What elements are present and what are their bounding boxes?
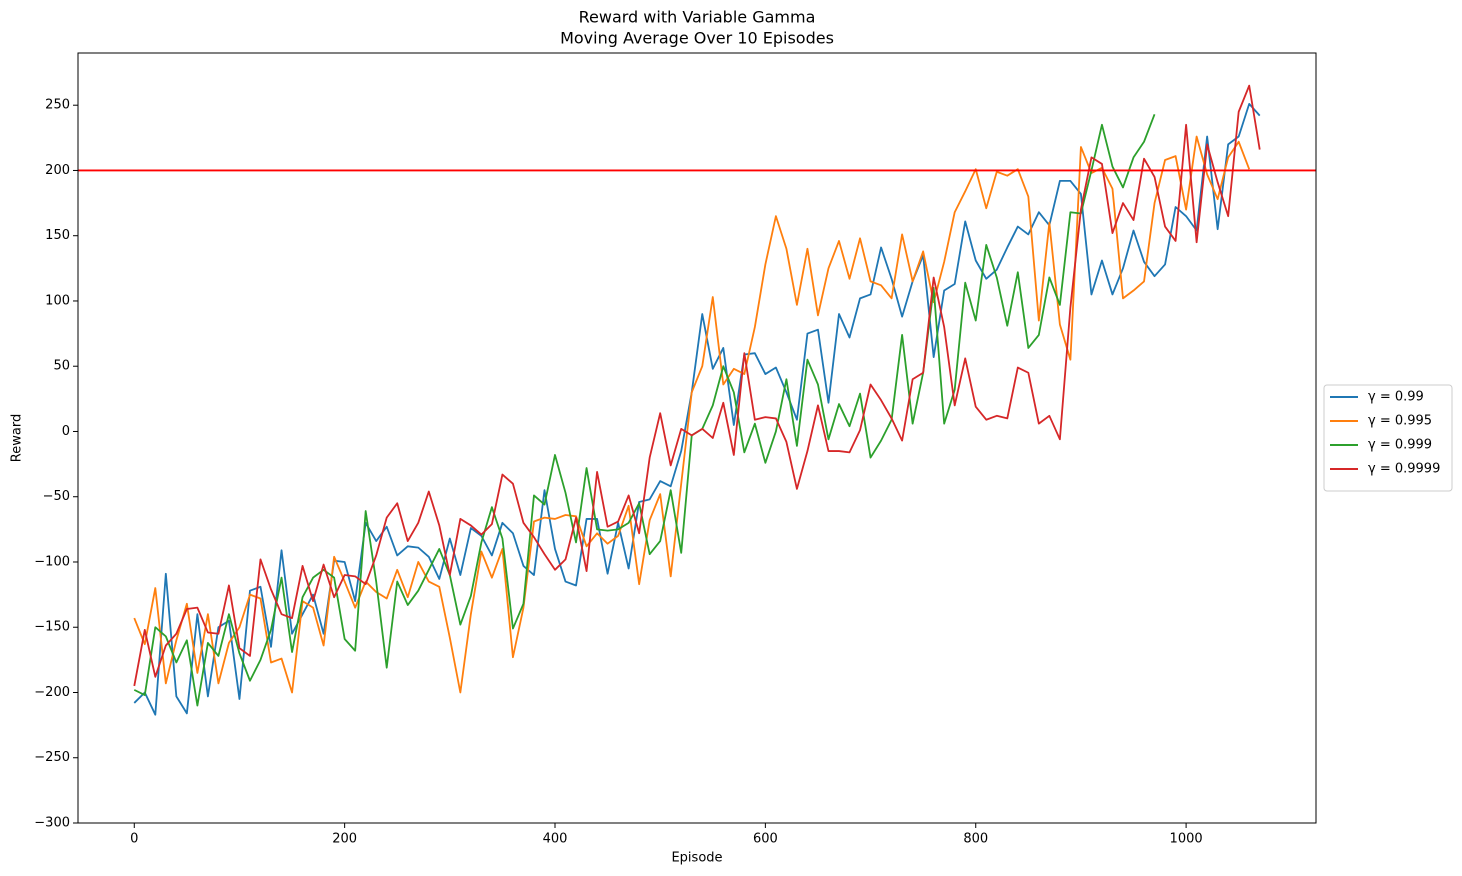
x-tick-label: 600 xyxy=(753,832,778,847)
y-tick-label: 100 xyxy=(45,293,70,308)
x-tick-label: 800 xyxy=(963,832,988,847)
x-axis-label: Episode xyxy=(671,851,722,866)
x-tick-label: 400 xyxy=(543,832,568,847)
y-tick-label: 150 xyxy=(45,228,70,243)
y-axis-label: Reward xyxy=(10,414,25,462)
y-tick-label: 50 xyxy=(53,359,70,374)
x-tick-label: 0 xyxy=(130,832,138,847)
y-tick-label: −50 xyxy=(43,489,70,504)
y-tick-label: −300 xyxy=(34,816,70,831)
y-tick-label: −200 xyxy=(34,685,70,700)
plot-frame xyxy=(77,52,1317,824)
series-line xyxy=(133,84,1261,687)
y-tick-label: −100 xyxy=(34,554,70,569)
x-tick-label: 200 xyxy=(332,832,357,847)
legend-label: γ = 0.995 xyxy=(1368,414,1432,429)
y-tick-label: 0 xyxy=(62,424,70,439)
chart-title: Reward with Variable Gamma xyxy=(579,8,816,27)
legend-label: γ = 0.9999 xyxy=(1368,462,1440,477)
chart-subtitle: Moving Average Over 10 Episodes xyxy=(560,29,834,48)
legend-label: γ = 0.999 xyxy=(1368,438,1432,453)
series-line xyxy=(133,135,1251,694)
y-tick-label: −250 xyxy=(34,750,70,765)
legend-box xyxy=(1323,384,1453,492)
x-tick-label: 1000 xyxy=(1170,832,1203,847)
y-tick-label: 200 xyxy=(45,163,70,178)
series-line xyxy=(133,114,1156,707)
series-line xyxy=(133,103,1261,716)
y-tick-label: 250 xyxy=(45,98,70,113)
y-tick-label: −150 xyxy=(34,620,70,635)
legend-label: γ = 0.99 xyxy=(1368,390,1424,405)
